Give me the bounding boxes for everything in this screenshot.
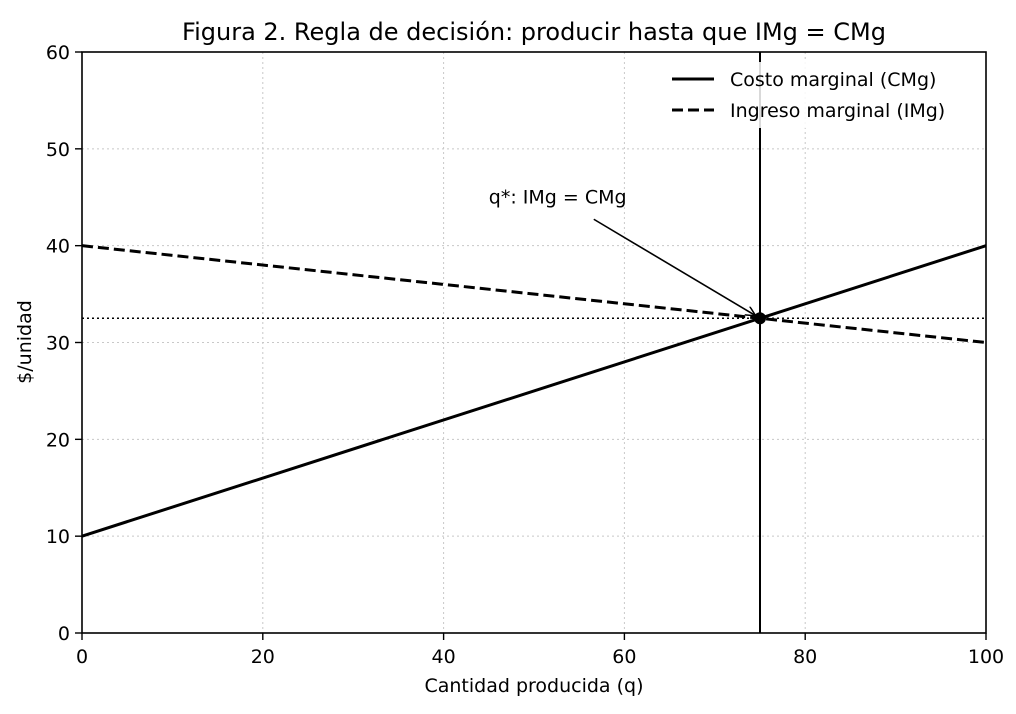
x-axis: 0 20 40 60 80 100 — [76, 633, 1004, 668]
series-line-img — [81, 244, 987, 344]
y-tick-label: 40 — [46, 236, 70, 258]
x-tick-label: 20 — [251, 646, 275, 668]
series-line-cmg — [81, 244, 987, 538]
grid — [81, 51, 987, 634]
x-tick-label: 0 — [76, 646, 88, 668]
reference-lines — [82, 52, 986, 633]
legend-label-cmg: Costo marginal (CMg) — [730, 69, 936, 91]
y-tick-label: 20 — [46, 429, 70, 451]
x-tick-label: 100 — [968, 646, 1004, 668]
y-tick-label: 50 — [46, 139, 70, 161]
y-axis: 0 10 20 30 40 50 60 — [46, 42, 82, 645]
annotation-group: q*: IMg = CMg — [489, 186, 766, 325]
x-tick-label: 80 — [793, 646, 817, 668]
y-tick-label: 30 — [46, 333, 70, 355]
x-tick-label: 60 — [612, 646, 636, 668]
chart-title: Figura 2. Regla de decisión: producir ha… — [182, 18, 886, 46]
y-axis-label: $/unidad — [14, 300, 36, 384]
equilibrium-point — [754, 312, 766, 325]
legend: Costo marginal (CMg) Ingreso marginal (I… — [660, 62, 976, 128]
annotation-arrow — [593, 218, 755, 315]
y-tick-label: 10 — [46, 526, 70, 548]
legend-box — [660, 62, 976, 128]
annotation-label: q*: IMg = CMg — [489, 186, 627, 208]
y-tick-label: 60 — [46, 42, 70, 64]
x-tick-label: 40 — [432, 646, 456, 668]
y-tick-label: 0 — [58, 623, 70, 645]
series-group — [81, 244, 987, 538]
x-axis-label: Cantidad producida (q) — [424, 675, 643, 697]
legend-label-img: Ingreso marginal (IMg) — [730, 100, 945, 122]
